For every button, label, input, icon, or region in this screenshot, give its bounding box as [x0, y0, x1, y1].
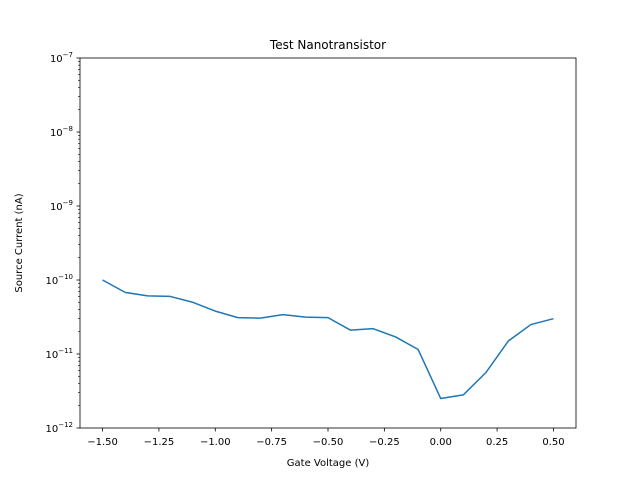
y-tick-label: 10−11 [45, 347, 73, 361]
y-tick-label: 10−7 [50, 51, 73, 65]
plot-frame [79, 57, 577, 429]
series-line [102, 279, 554, 400]
x-tick-label: 0.00 [430, 437, 452, 448]
y-tick-label: 10−10 [45, 273, 73, 287]
y-tick-label: 10−8 [50, 125, 73, 139]
y-axis-label: Source Current (nA) [14, 193, 25, 292]
x-tick-label: −0.25 [369, 437, 400, 448]
x-tick-label: −1.25 [144, 437, 175, 448]
x-tick-label: −0.75 [256, 437, 287, 448]
x-tick-label: −0.50 [313, 437, 344, 448]
y-axis-ticks: 10−12 10−11 10−10 10−9 10−8 10−7 [45, 51, 80, 435]
chart-title: Test Nanotransistor [269, 38, 386, 52]
plot-area [80, 58, 576, 428]
y-tick-label: 10−12 [45, 421, 73, 435]
y-tick-label: 10−9 [50, 199, 73, 213]
x-axis-ticks: −1.50 −1.25 −1.00 −0.75 −0.50 −0.25 0.00 0.25 0.… [87, 428, 565, 448]
x-tick-label: −1.00 [200, 437, 231, 448]
x-axis-label: Gate Voltage (V) [287, 458, 370, 469]
x-tick-label: 0.50 [542, 437, 564, 448]
x-tick-label: 0.25 [486, 437, 508, 448]
x-tick-label: −1.50 [87, 437, 118, 448]
